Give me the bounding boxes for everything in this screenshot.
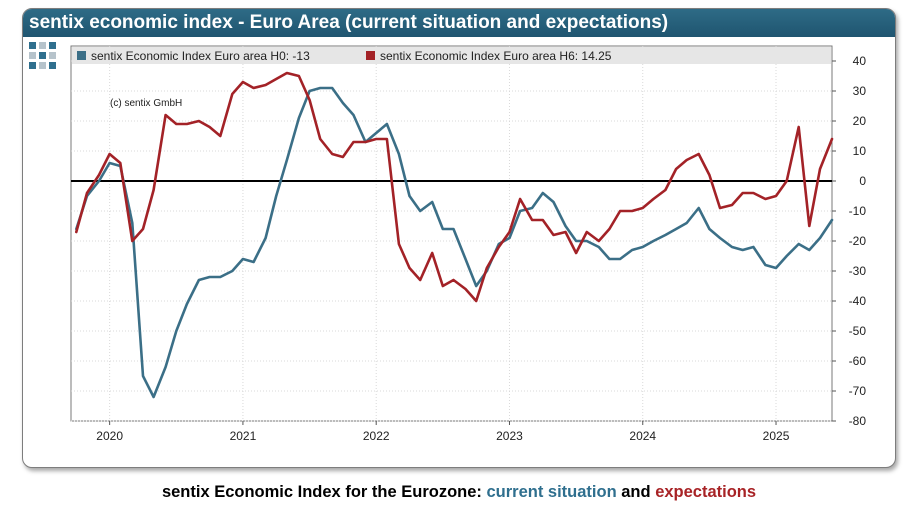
caption-connector: and <box>617 483 656 501</box>
legend-label: sentix Economic Index Euro area H6: 14.2… <box>380 49 612 63</box>
chart-caption: sentix Economic Index for the Eurozone: … <box>0 483 918 502</box>
x-tick-label: 2021 <box>230 429 257 443</box>
caption-prefix: sentix Economic Index for the Eurozone: <box>162 483 487 501</box>
legend-swatch <box>77 51 86 60</box>
x-tick-label: 2023 <box>496 429 523 443</box>
y-tick-label: -30 <box>849 264 867 278</box>
y-tick-label: -20 <box>849 234 867 248</box>
x-tick-label: 2024 <box>629 429 656 443</box>
y-tick-label: -70 <box>849 384 867 398</box>
legend-label: sentix Economic Index Euro area H0: -13 <box>91 49 310 63</box>
y-tick-label: 20 <box>853 114 867 128</box>
legend-swatch <box>366 51 375 60</box>
y-tick-label: -60 <box>849 354 867 368</box>
x-tick-label: 2025 <box>763 429 790 443</box>
x-tick-label: 2022 <box>363 429 390 443</box>
line-chart: 40 30 20 10 0 -10 -20 -30 -40 -50 -60 -70 -80 2020 202… <box>0 0 918 509</box>
x-tick-label: 2020 <box>96 429 123 443</box>
y-tick-label: 30 <box>853 84 867 98</box>
y-tick-label: -10 <box>849 204 867 218</box>
caption-expectations: expectations <box>655 483 756 501</box>
caption-current: current situation <box>486 483 616 501</box>
copyright-note: (c) sentix GmbH <box>110 98 182 109</box>
y-tick-label: -50 <box>849 324 867 338</box>
y-tick-label: 0 <box>859 174 866 188</box>
y-tick-label: -80 <box>849 414 867 428</box>
y-tick-label: 10 <box>853 144 867 158</box>
y-tick-label: -40 <box>849 294 867 308</box>
y-tick-label: 40 <box>853 54 867 68</box>
plot-area <box>71 46 832 421</box>
